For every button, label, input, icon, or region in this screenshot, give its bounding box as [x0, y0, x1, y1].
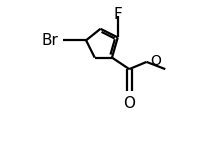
Text: Br: Br: [42, 33, 59, 48]
Text: O: O: [123, 96, 135, 111]
Text: O: O: [150, 54, 161, 68]
Text: F: F: [113, 7, 122, 22]
